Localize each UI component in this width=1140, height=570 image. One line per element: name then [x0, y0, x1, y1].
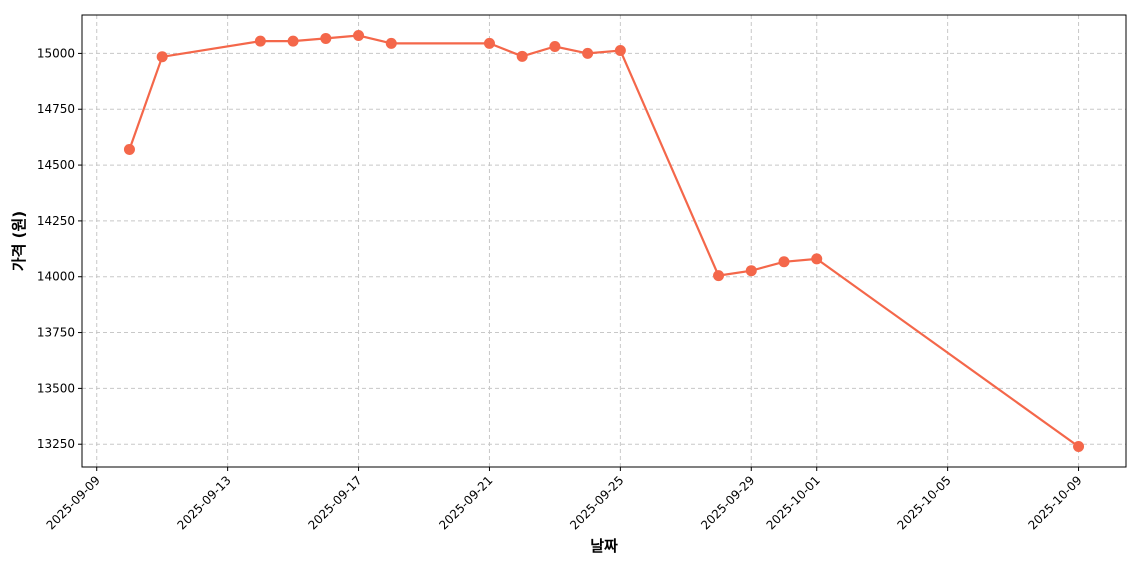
x-tick-label: 2025-09-17: [305, 473, 364, 532]
x-tick-label: 2025-10-05: [895, 473, 954, 532]
x-axis-label: 날짜: [590, 537, 618, 555]
point: [353, 30, 365, 42]
point: [811, 253, 823, 265]
x-tick-label: 2025-09-29: [698, 473, 757, 532]
point: [123, 143, 135, 155]
x-tick-label: 2025-09-13: [175, 473, 234, 532]
point: [483, 37, 495, 49]
y-tick-label: 13750: [37, 326, 75, 340]
point: [385, 37, 397, 49]
x-tick-label: 2025-09-21: [436, 473, 495, 532]
x-tick-label: 2025-09-25: [567, 473, 626, 532]
point: [287, 35, 299, 47]
point: [745, 265, 757, 277]
point: [516, 50, 528, 62]
y-tick-label: 13250: [37, 437, 75, 451]
point: [1073, 440, 1085, 452]
plot-frame: [81, 14, 1127, 468]
point: [778, 256, 790, 268]
point: [614, 45, 626, 57]
y-tick-label: 14000: [37, 270, 75, 284]
point: [582, 47, 594, 59]
y-tick-label: 13500: [37, 381, 75, 395]
y-tick-label: 14750: [37, 102, 75, 116]
x-tick-label: 2025-09-09: [44, 473, 103, 532]
y-tick-label: 14250: [37, 214, 75, 228]
y-tick-label: 14500: [37, 158, 75, 172]
x-tick-label: 2025-10-01: [764, 473, 823, 532]
point: [156, 51, 168, 63]
y-axis-label: 가격 (원): [10, 211, 28, 271]
point: [320, 32, 332, 44]
point: [713, 270, 725, 282]
y-tick-label: 15000: [37, 46, 75, 60]
point: [549, 40, 561, 52]
price-line: [128, 34, 1080, 448]
x-tick-label: 2025-10-09: [1025, 473, 1084, 532]
point: [254, 35, 266, 47]
